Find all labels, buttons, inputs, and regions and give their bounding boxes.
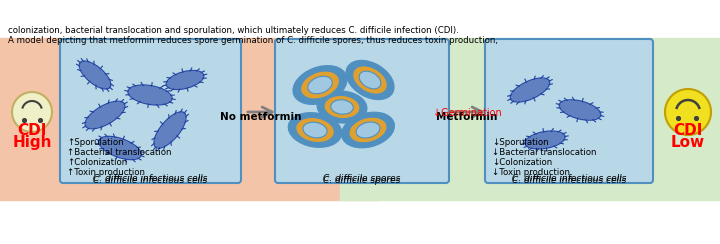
Ellipse shape bbox=[288, 113, 342, 147]
Ellipse shape bbox=[154, 112, 186, 148]
Ellipse shape bbox=[80, 61, 110, 89]
Text: CDI: CDI bbox=[673, 123, 703, 138]
Text: Metformin: Metformin bbox=[436, 112, 498, 122]
Bar bbox=[340, 38, 720, 200]
Text: C. difficile infectious cells: C. difficile infectious cells bbox=[93, 174, 207, 183]
Ellipse shape bbox=[12, 92, 52, 132]
FancyBboxPatch shape bbox=[60, 39, 241, 183]
Ellipse shape bbox=[526, 131, 564, 149]
Text: A model depicting that metformin reduces spore germination of C. difficile spore: A model depicting that metformin reduces… bbox=[8, 36, 498, 45]
Ellipse shape bbox=[559, 100, 600, 120]
Text: ↓Germination: ↓Germination bbox=[433, 108, 501, 118]
Text: C. difficile spores: C. difficile spores bbox=[323, 176, 401, 185]
Ellipse shape bbox=[346, 60, 394, 100]
Ellipse shape bbox=[98, 136, 142, 160]
Text: ↑Toxin production: ↑Toxin production bbox=[67, 168, 145, 177]
Ellipse shape bbox=[293, 66, 347, 104]
Ellipse shape bbox=[359, 71, 381, 89]
Ellipse shape bbox=[349, 117, 387, 143]
Text: C. difficile spores: C. difficile spores bbox=[323, 174, 401, 183]
Ellipse shape bbox=[341, 112, 395, 148]
Ellipse shape bbox=[510, 78, 549, 102]
Text: ↑Sporulation: ↑Sporulation bbox=[67, 138, 124, 147]
Text: C. difficile infectious cells: C. difficile infectious cells bbox=[93, 176, 207, 185]
Ellipse shape bbox=[665, 89, 711, 135]
Text: ↓Bacterial translocation: ↓Bacterial translocation bbox=[492, 148, 596, 157]
Text: CDI: CDI bbox=[17, 123, 47, 138]
Ellipse shape bbox=[308, 76, 332, 94]
Ellipse shape bbox=[524, 130, 566, 150]
Ellipse shape bbox=[324, 95, 360, 119]
Ellipse shape bbox=[330, 100, 354, 114]
Text: No metformin: No metformin bbox=[220, 112, 302, 122]
Ellipse shape bbox=[86, 102, 125, 129]
Text: C. difficile infectious cells: C. difficile infectious cells bbox=[512, 176, 626, 185]
Text: ↓Colonization: ↓Colonization bbox=[492, 158, 552, 167]
Ellipse shape bbox=[510, 77, 550, 103]
Ellipse shape bbox=[153, 111, 186, 149]
Ellipse shape bbox=[353, 66, 387, 94]
Ellipse shape bbox=[78, 61, 112, 90]
Text: ↑Bacterial translocation: ↑Bacterial translocation bbox=[67, 148, 171, 157]
FancyBboxPatch shape bbox=[275, 39, 449, 183]
Ellipse shape bbox=[166, 71, 204, 89]
Text: High: High bbox=[12, 135, 52, 150]
Ellipse shape bbox=[300, 71, 339, 99]
Ellipse shape bbox=[99, 137, 141, 159]
Text: ↓Toxin production: ↓Toxin production bbox=[492, 168, 570, 177]
Ellipse shape bbox=[559, 99, 601, 121]
Ellipse shape bbox=[356, 122, 380, 138]
Bar bbox=[0, 38, 380, 200]
Ellipse shape bbox=[317, 91, 367, 123]
Ellipse shape bbox=[303, 122, 327, 138]
Ellipse shape bbox=[296, 117, 334, 142]
Text: ↑Colonization: ↑Colonization bbox=[67, 158, 127, 167]
Text: Low: Low bbox=[671, 135, 705, 150]
Ellipse shape bbox=[84, 101, 125, 129]
Text: colonization, bacterial translocation and sporulation, which ultimately reduces : colonization, bacterial translocation an… bbox=[8, 26, 459, 35]
Ellipse shape bbox=[127, 84, 173, 106]
Text: C. difficile infectious cells: C. difficile infectious cells bbox=[512, 174, 626, 183]
Ellipse shape bbox=[166, 70, 204, 90]
FancyBboxPatch shape bbox=[485, 39, 653, 183]
Ellipse shape bbox=[128, 85, 172, 105]
Text: ↓Sporulation: ↓Sporulation bbox=[492, 138, 549, 147]
